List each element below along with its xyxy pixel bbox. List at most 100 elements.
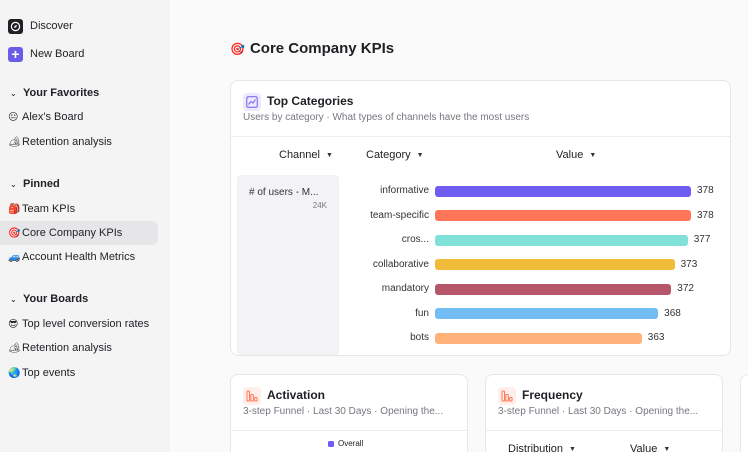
bar-chart: informative 378 team-specific 378 cros... 377… [231, 81, 730, 355]
bar[interactable] [435, 234, 688, 246]
neutral-face-emoji-icon: 😐 [8, 111, 19, 123]
group-total: 24K [312, 201, 327, 210]
main-content: 🎯 Core Company KPIs Top Categories Users… [170, 0, 748, 452]
sidebar: Discover + New Board ⌄ Your Favorites 😐 … [0, 0, 170, 452]
sidebar-discover[interactable]: Discover [0, 14, 158, 38]
frequency-value-header-label: Value [630, 443, 658, 452]
bar-value-label: 372 [677, 283, 694, 294]
offscreen-card[interactable] [740, 374, 748, 452]
bar-category-label: bots [410, 332, 429, 343]
sidebar-item-alexs-board[interactable]: 😐 Alex's Board [0, 105, 158, 129]
funnel-chart-icon [498, 387, 516, 405]
bar[interactable] [435, 283, 672, 295]
frequency-title: Frequency [522, 388, 583, 402]
distribution-column-header[interactable]: Distribution ▼ [508, 443, 576, 452]
sidebar-item-top-events[interactable]: 🌏 Top events [0, 361, 158, 385]
distribution-header-label: Distribution [508, 443, 564, 452]
bar-category-label: mandatory [381, 283, 429, 294]
page-title: 🎯 Core Company KPIs [230, 40, 394, 57]
compass-icon [8, 18, 23, 34]
value-header-label: Value [556, 149, 584, 161]
favorites-header: Your Favorites [23, 87, 100, 99]
sidebar-item-label: Top level conversion rates [22, 318, 150, 330]
favorites-section-toggle[interactable]: ⌄ Your Favorites [10, 87, 99, 99]
caret-down-icon: ▼ [325, 151, 333, 159]
group-label: # of users - M... [249, 187, 319, 198]
sidebar-item-label: Retention analysis [22, 342, 112, 354]
boards-section-toggle[interactable]: ⌄ Your Boards [10, 293, 88, 305]
boards-header: Your Boards [23, 293, 89, 305]
channel-header-label: Channel [279, 149, 320, 161]
bar-value-label: 378 [697, 209, 714, 221]
chevron-down-icon: ⌄ [10, 294, 17, 304]
sidebar-item-label: Account Health Metrics [22, 251, 136, 263]
bar[interactable] [435, 185, 691, 197]
camping-emoji-icon: 🏕 [8, 136, 21, 148]
chevron-down-icon: ⌄ [10, 88, 17, 98]
frequency-subtitle: 3-step Funnel · Last 30 Days · Opening t… [498, 406, 699, 417]
card-divider [486, 430, 722, 431]
sidebar-item-label: Top events [22, 367, 76, 379]
funnel-chart-icon [243, 387, 261, 405]
sidebar-item-label: Retention analysis [22, 136, 112, 148]
backpack-emoji-icon: 🎒 [8, 203, 21, 215]
bar-value-label: 377 [693, 234, 711, 245]
top-categories-title: Top Categories [267, 94, 354, 108]
bar-category-label: collaborative [372, 258, 429, 270]
category-column-header[interactable]: Category ▼ [366, 149, 424, 161]
target-emoji-icon: 🎯 [230, 41, 245, 56]
bar[interactable] [435, 308, 659, 319]
category-header-label: Category [366, 149, 411, 161]
bar-category-label: cros... [401, 234, 429, 245]
bar-category-label: fun [415, 307, 429, 319]
caret-down-icon: ▼ [663, 445, 671, 452]
bar-value-label: 373 [680, 258, 698, 270]
sidebar-item-label: Team KPIs [22, 203, 76, 215]
legend-label: Overall [338, 439, 364, 448]
target-emoji-icon: 🎯 [8, 227, 21, 239]
sidebar-item-top-level-conversion-rates[interactable]: 😎 Top level conversion rates [0, 312, 158, 336]
sidebar-item-retention-analysis-2[interactable]: 🏕 Retention analysis [0, 336, 158, 360]
channel-column-header[interactable]: Channel ▼ [279, 149, 333, 161]
bar-value-label: 363 [647, 332, 665, 343]
chevron-down-icon: ⌄ [10, 179, 17, 189]
caret-down-icon: ▼ [569, 445, 576, 452]
frequency-value-column-header[interactable]: Value ▼ [630, 443, 670, 452]
activation-card[interactable]: Activation 3-step Funnel · Last 30 Days … [230, 374, 468, 452]
channel-group-cell: # of users - M... 24K [237, 175, 339, 355]
activation-subtitle: 3-step Funnel · Last 30 Days · Opening t… [243, 406, 444, 417]
card-divider [231, 430, 467, 431]
top-categories-card[interactable]: Top Categories Users by category · What … [230, 80, 731, 356]
pinned-header: Pinned [23, 178, 60, 190]
sunglasses-emoji-icon: 😎 [8, 318, 19, 330]
card-divider [231, 136, 730, 137]
activation-title: Activation [267, 388, 326, 402]
bar[interactable] [435, 332, 642, 344]
bar[interactable] [435, 259, 675, 270]
sidebar-new-board[interactable]: + New Board [0, 42, 158, 66]
caret-down-icon: ▼ [416, 151, 424, 159]
frequency-card[interactable]: Frequency 3-step Funnel · Last 30 Days ·… [485, 374, 723, 452]
globe-emoji-icon: 🌏 [8, 367, 21, 379]
bar-value-label: 368 [664, 307, 681, 319]
caret-down-icon: ▼ [589, 151, 597, 159]
page-title-text: Core Company KPIs [249, 40, 395, 57]
sidebar-item-retention-analysis[interactable]: 🏕 Retention analysis [0, 130, 158, 154]
bar-value-label: 378 [697, 185, 714, 196]
value-column-header[interactable]: Value ▼ [556, 149, 596, 161]
activation-legend: Overall [328, 439, 363, 448]
line-chart-icon [243, 93, 261, 111]
bar-category-label: informative [380, 185, 429, 196]
sidebar-item-team-kpis[interactable]: 🎒 Team KPIs [0, 197, 158, 221]
sidebar-new-board-label: New Board [30, 48, 85, 60]
bar[interactable] [435, 210, 691, 221]
legend-swatch [328, 440, 334, 447]
sidebar-discover-label: Discover [30, 20, 73, 32]
sidebar-item-label: Alex's Board [22, 111, 84, 123]
sidebar-item-account-health-metrics[interactable]: 🚙 Account Health Metrics [0, 245, 158, 269]
plus-icon: + [8, 46, 23, 62]
sidebar-item-core-company-kpis[interactable]: 🎯 Core Company KPIs [0, 221, 158, 245]
pinned-section-toggle[interactable]: ⌄ Pinned [10, 178, 60, 190]
car-emoji-icon: 🚙 [8, 251, 21, 263]
camping-emoji-icon: 🏕 [8, 342, 21, 354]
